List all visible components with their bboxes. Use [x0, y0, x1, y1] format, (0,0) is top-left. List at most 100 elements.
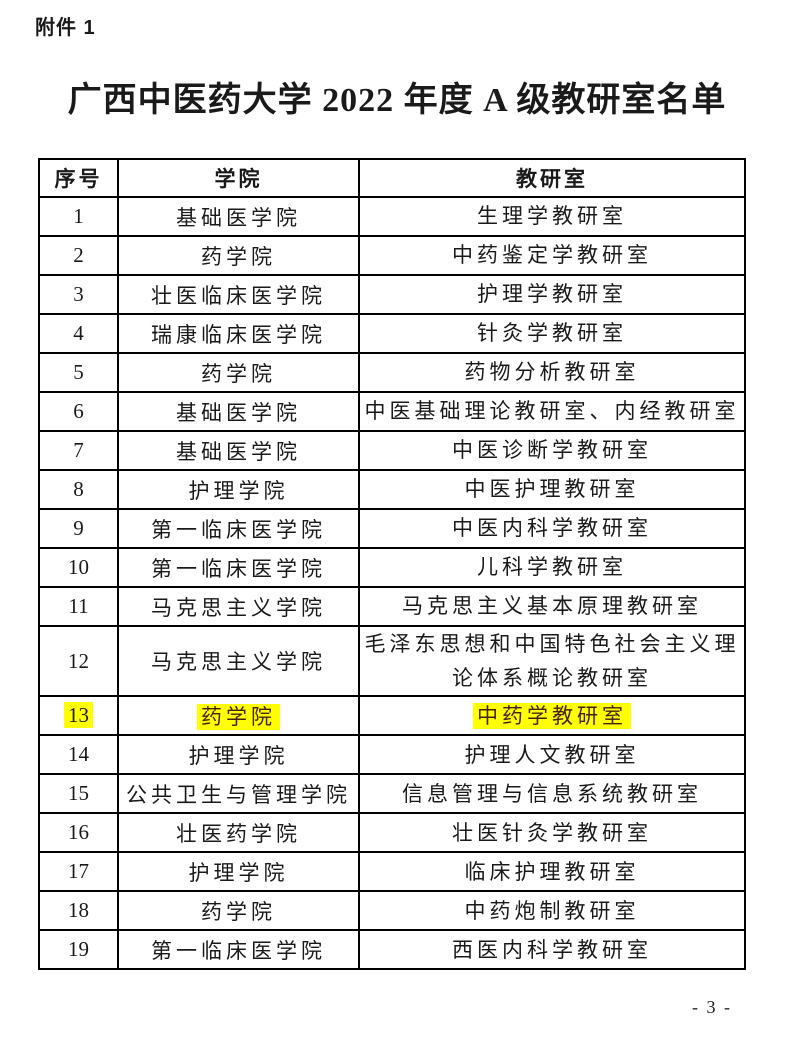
office-cell: 中药炮制教研室	[358, 890, 746, 932]
college-cell: 马克思主义学院	[117, 586, 360, 627]
college-name: 壮医药学院	[176, 821, 301, 846]
table-row: 1 基础医学院 生理学教研室	[38, 196, 746, 237]
table-row: 5 药学院 药物分析教研室	[38, 352, 746, 393]
college-cell: 瑞康临床医学院	[117, 313, 360, 354]
table-row: 2 药学院 中药鉴定学教研室	[38, 235, 746, 276]
office-name: 护理人文教研室	[464, 742, 640, 767]
college-cell: 基础医学院	[117, 196, 360, 237]
row-number-cell: 18	[38, 890, 119, 932]
college-name: 第一临床医学院	[151, 517, 326, 542]
row-number: 15	[68, 781, 89, 806]
office-name: 中医内科学教研室	[452, 516, 652, 541]
row-number-cell: 11	[38, 586, 119, 627]
row-number: 16	[68, 820, 89, 845]
row-number: 3	[73, 282, 84, 306]
office-name: 壮医针灸学教研室	[452, 820, 652, 845]
attachment-label: 附件 1	[35, 17, 96, 39]
row-number-cell: 16	[38, 812, 119, 854]
row-number-cell: 2	[38, 235, 119, 276]
college-cell: 第一临床医学院	[117, 547, 360, 588]
office-name: 中药鉴定学教研室	[452, 243, 652, 268]
row-number: 19	[68, 937, 89, 962]
row-number: 1	[73, 204, 84, 228]
table-row: 15 公共卫生与管理学院 信息管理与信息系统教研室	[38, 773, 746, 815]
office-name: 中医基础理论教研室、内经教研室	[364, 399, 740, 424]
office-name: 毛泽东思想和中国特色社会主义理论体系概论教研室	[364, 632, 740, 691]
college-name: 药学院	[201, 361, 276, 386]
office-cell: 毛泽东思想和中国特色社会主义理论体系概论教研室	[358, 624, 746, 698]
row-number: 8	[73, 477, 84, 501]
row-number-cell: 15	[38, 773, 119, 815]
office-cell: 西医内科学教研室	[358, 929, 746, 971]
office-cell: 临床护理教研室	[358, 851, 746, 893]
office-name: 生理学教研室	[477, 204, 627, 229]
office-cell: 壮医针灸学教研室	[358, 812, 746, 854]
office-cell: 马克思主义基本原理教研室	[358, 586, 746, 627]
college-name: 基础医学院	[176, 205, 301, 230]
office-name: 护理学教研室	[477, 282, 627, 307]
row-number: 5	[73, 360, 84, 384]
table-row: 8 护理学院 中医护理教研室	[38, 469, 746, 510]
table-row: 3 壮医临床医学院 护理学教研室	[38, 274, 746, 315]
college-cell: 壮医临床医学院	[117, 274, 360, 315]
college-name: 护理学院	[188, 743, 289, 768]
row-number: 7	[73, 438, 84, 462]
college-cell: 药学院	[117, 890, 360, 932]
college-name: 马克思主义学院	[151, 595, 326, 620]
office-name: 中医诊断学教研室	[452, 438, 652, 463]
row-number-cell: 4	[38, 313, 119, 354]
office-cell: 护理人文教研室	[358, 734, 746, 776]
college-cell: 药学院	[117, 235, 360, 276]
row-number: 9	[73, 516, 84, 540]
table-row: 10 第一临床医学院 儿科学教研室	[38, 547, 746, 588]
office-name: 西医内科学教研室	[452, 937, 652, 962]
row-number-cell: 19	[38, 929, 119, 971]
row-number-cell: 1	[38, 196, 119, 237]
college-cell: 基础医学院	[117, 430, 360, 471]
office-name: 中医护理教研室	[464, 477, 640, 502]
office-cell: 生理学教研室	[358, 196, 746, 237]
office-name: 马克思主义基本原理教研室	[402, 594, 702, 619]
college-cell: 第一临床医学院	[117, 508, 360, 549]
table-row: 14 护理学院 护理人文教研室	[38, 734, 746, 776]
college-name: 马克思主义学院	[151, 650, 326, 675]
office-cell: 中药鉴定学教研室	[358, 235, 746, 276]
row-number: 18	[68, 898, 89, 923]
row-number: 10	[68, 555, 89, 579]
row-number-cell: 10	[38, 547, 119, 588]
college-cell: 护理学院	[117, 851, 360, 893]
office-cell: 中医诊断学教研室	[358, 430, 746, 471]
office-name: 中药学教研室	[473, 702, 631, 729]
row-number: 14	[68, 742, 89, 767]
grade-a-roster-table: 序号 学院 教研室 1 基础医学院 生理学教研室 2 药学院 中药鉴定学教研室 …	[38, 158, 746, 971]
table-row: 7 基础医学院 中医诊断学教研室	[38, 430, 746, 471]
college-name: 护理学院	[188, 860, 289, 885]
college-name: 基础医学院	[176, 439, 301, 464]
office-name: 信息管理与信息系统教研室	[402, 781, 702, 806]
row-number-cell: 9	[38, 508, 119, 549]
office-name: 药物分析教研室	[464, 360, 640, 385]
college-name: 药学院	[201, 899, 276, 924]
college-name: 药学院	[197, 703, 280, 730]
office-cell: 信息管理与信息系统教研室	[358, 773, 746, 815]
row-number: 12	[68, 648, 89, 673]
row-number: 6	[73, 399, 84, 423]
college-cell: 马克思主义学院	[117, 624, 360, 698]
office-cell: 儿科学教研室	[358, 547, 746, 588]
office-cell: 药物分析教研室	[358, 352, 746, 393]
office-cell: 中医基础理论教研室、内经教研室	[358, 391, 746, 432]
row-number-cell: 5	[38, 352, 119, 393]
college-cell: 药学院	[117, 352, 360, 393]
college-name: 公共卫生与管理学院	[126, 782, 351, 807]
row-number-cell: 7	[38, 430, 119, 471]
office-cell: 护理学教研室	[358, 274, 746, 315]
office-cell: 中药学教研室	[358, 695, 746, 737]
row-number: 4	[73, 321, 84, 345]
table-header-number: 序号	[38, 158, 119, 198]
college-name: 药学院	[201, 244, 276, 269]
table-header-college: 学院	[117, 158, 360, 198]
row-number: 2	[73, 243, 84, 267]
college-name: 第一临床医学院	[151, 938, 326, 963]
row-number: 11	[68, 594, 89, 618]
